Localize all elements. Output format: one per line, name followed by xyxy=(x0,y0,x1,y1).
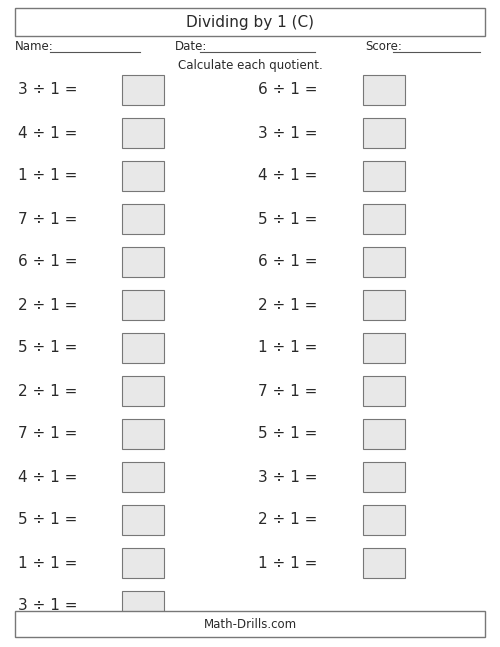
Text: 1 ÷ 1 =: 1 ÷ 1 = xyxy=(18,556,78,571)
Text: 6 ÷ 1 =: 6 ÷ 1 = xyxy=(258,254,318,270)
Text: 6 ÷ 1 =: 6 ÷ 1 = xyxy=(258,83,318,98)
FancyBboxPatch shape xyxy=(363,290,405,320)
Text: 4 ÷ 1 =: 4 ÷ 1 = xyxy=(258,168,318,184)
FancyBboxPatch shape xyxy=(363,505,405,535)
FancyBboxPatch shape xyxy=(122,290,164,320)
Text: Date:: Date: xyxy=(175,39,208,52)
FancyBboxPatch shape xyxy=(122,247,164,277)
FancyBboxPatch shape xyxy=(363,376,405,406)
Text: 1 ÷ 1 =: 1 ÷ 1 = xyxy=(258,340,318,355)
FancyBboxPatch shape xyxy=(363,548,405,578)
FancyBboxPatch shape xyxy=(122,505,164,535)
FancyBboxPatch shape xyxy=(363,462,405,492)
FancyBboxPatch shape xyxy=(363,118,405,148)
FancyBboxPatch shape xyxy=(363,75,405,105)
Text: 4 ÷ 1 =: 4 ÷ 1 = xyxy=(18,126,78,140)
FancyBboxPatch shape xyxy=(363,247,405,277)
FancyBboxPatch shape xyxy=(122,591,164,621)
Text: 7 ÷ 1 =: 7 ÷ 1 = xyxy=(258,384,318,399)
Text: Name:: Name: xyxy=(15,39,54,52)
FancyBboxPatch shape xyxy=(363,161,405,191)
Text: Math-Drills.com: Math-Drills.com xyxy=(204,617,296,630)
FancyBboxPatch shape xyxy=(15,611,485,637)
FancyBboxPatch shape xyxy=(15,8,485,36)
Text: 3 ÷ 1 =: 3 ÷ 1 = xyxy=(258,126,318,140)
Text: 3 ÷ 1 =: 3 ÷ 1 = xyxy=(18,83,78,98)
Text: 5 ÷ 1 =: 5 ÷ 1 = xyxy=(258,426,318,441)
FancyBboxPatch shape xyxy=(122,333,164,363)
Text: Score:: Score: xyxy=(365,39,402,52)
Text: 2 ÷ 1 =: 2 ÷ 1 = xyxy=(18,298,78,313)
Text: 4 ÷ 1 =: 4 ÷ 1 = xyxy=(18,470,78,485)
Text: 5 ÷ 1 =: 5 ÷ 1 = xyxy=(18,340,78,355)
FancyBboxPatch shape xyxy=(122,462,164,492)
FancyBboxPatch shape xyxy=(122,376,164,406)
Text: 7 ÷ 1 =: 7 ÷ 1 = xyxy=(18,212,78,226)
Text: 2 ÷ 1 =: 2 ÷ 1 = xyxy=(258,512,318,527)
FancyBboxPatch shape xyxy=(122,548,164,578)
Text: 3 ÷ 1 =: 3 ÷ 1 = xyxy=(258,470,318,485)
Text: 5 ÷ 1 =: 5 ÷ 1 = xyxy=(258,212,318,226)
Text: 3 ÷ 1 =: 3 ÷ 1 = xyxy=(18,598,78,613)
FancyBboxPatch shape xyxy=(122,75,164,105)
Text: 2 ÷ 1 =: 2 ÷ 1 = xyxy=(258,298,318,313)
FancyBboxPatch shape xyxy=(363,204,405,234)
Text: 5 ÷ 1 =: 5 ÷ 1 = xyxy=(18,512,78,527)
FancyBboxPatch shape xyxy=(363,333,405,363)
FancyBboxPatch shape xyxy=(122,118,164,148)
FancyBboxPatch shape xyxy=(122,161,164,191)
Text: 1 ÷ 1 =: 1 ÷ 1 = xyxy=(18,168,78,184)
Text: 2 ÷ 1 =: 2 ÷ 1 = xyxy=(18,384,78,399)
Text: 7 ÷ 1 =: 7 ÷ 1 = xyxy=(18,426,78,441)
FancyBboxPatch shape xyxy=(122,419,164,449)
Text: 6 ÷ 1 =: 6 ÷ 1 = xyxy=(18,254,78,270)
FancyBboxPatch shape xyxy=(363,419,405,449)
Text: Dividing by 1 (C): Dividing by 1 (C) xyxy=(186,14,314,30)
Text: Calculate each quotient.: Calculate each quotient. xyxy=(178,60,322,72)
Text: 1 ÷ 1 =: 1 ÷ 1 = xyxy=(258,556,318,571)
FancyBboxPatch shape xyxy=(122,204,164,234)
